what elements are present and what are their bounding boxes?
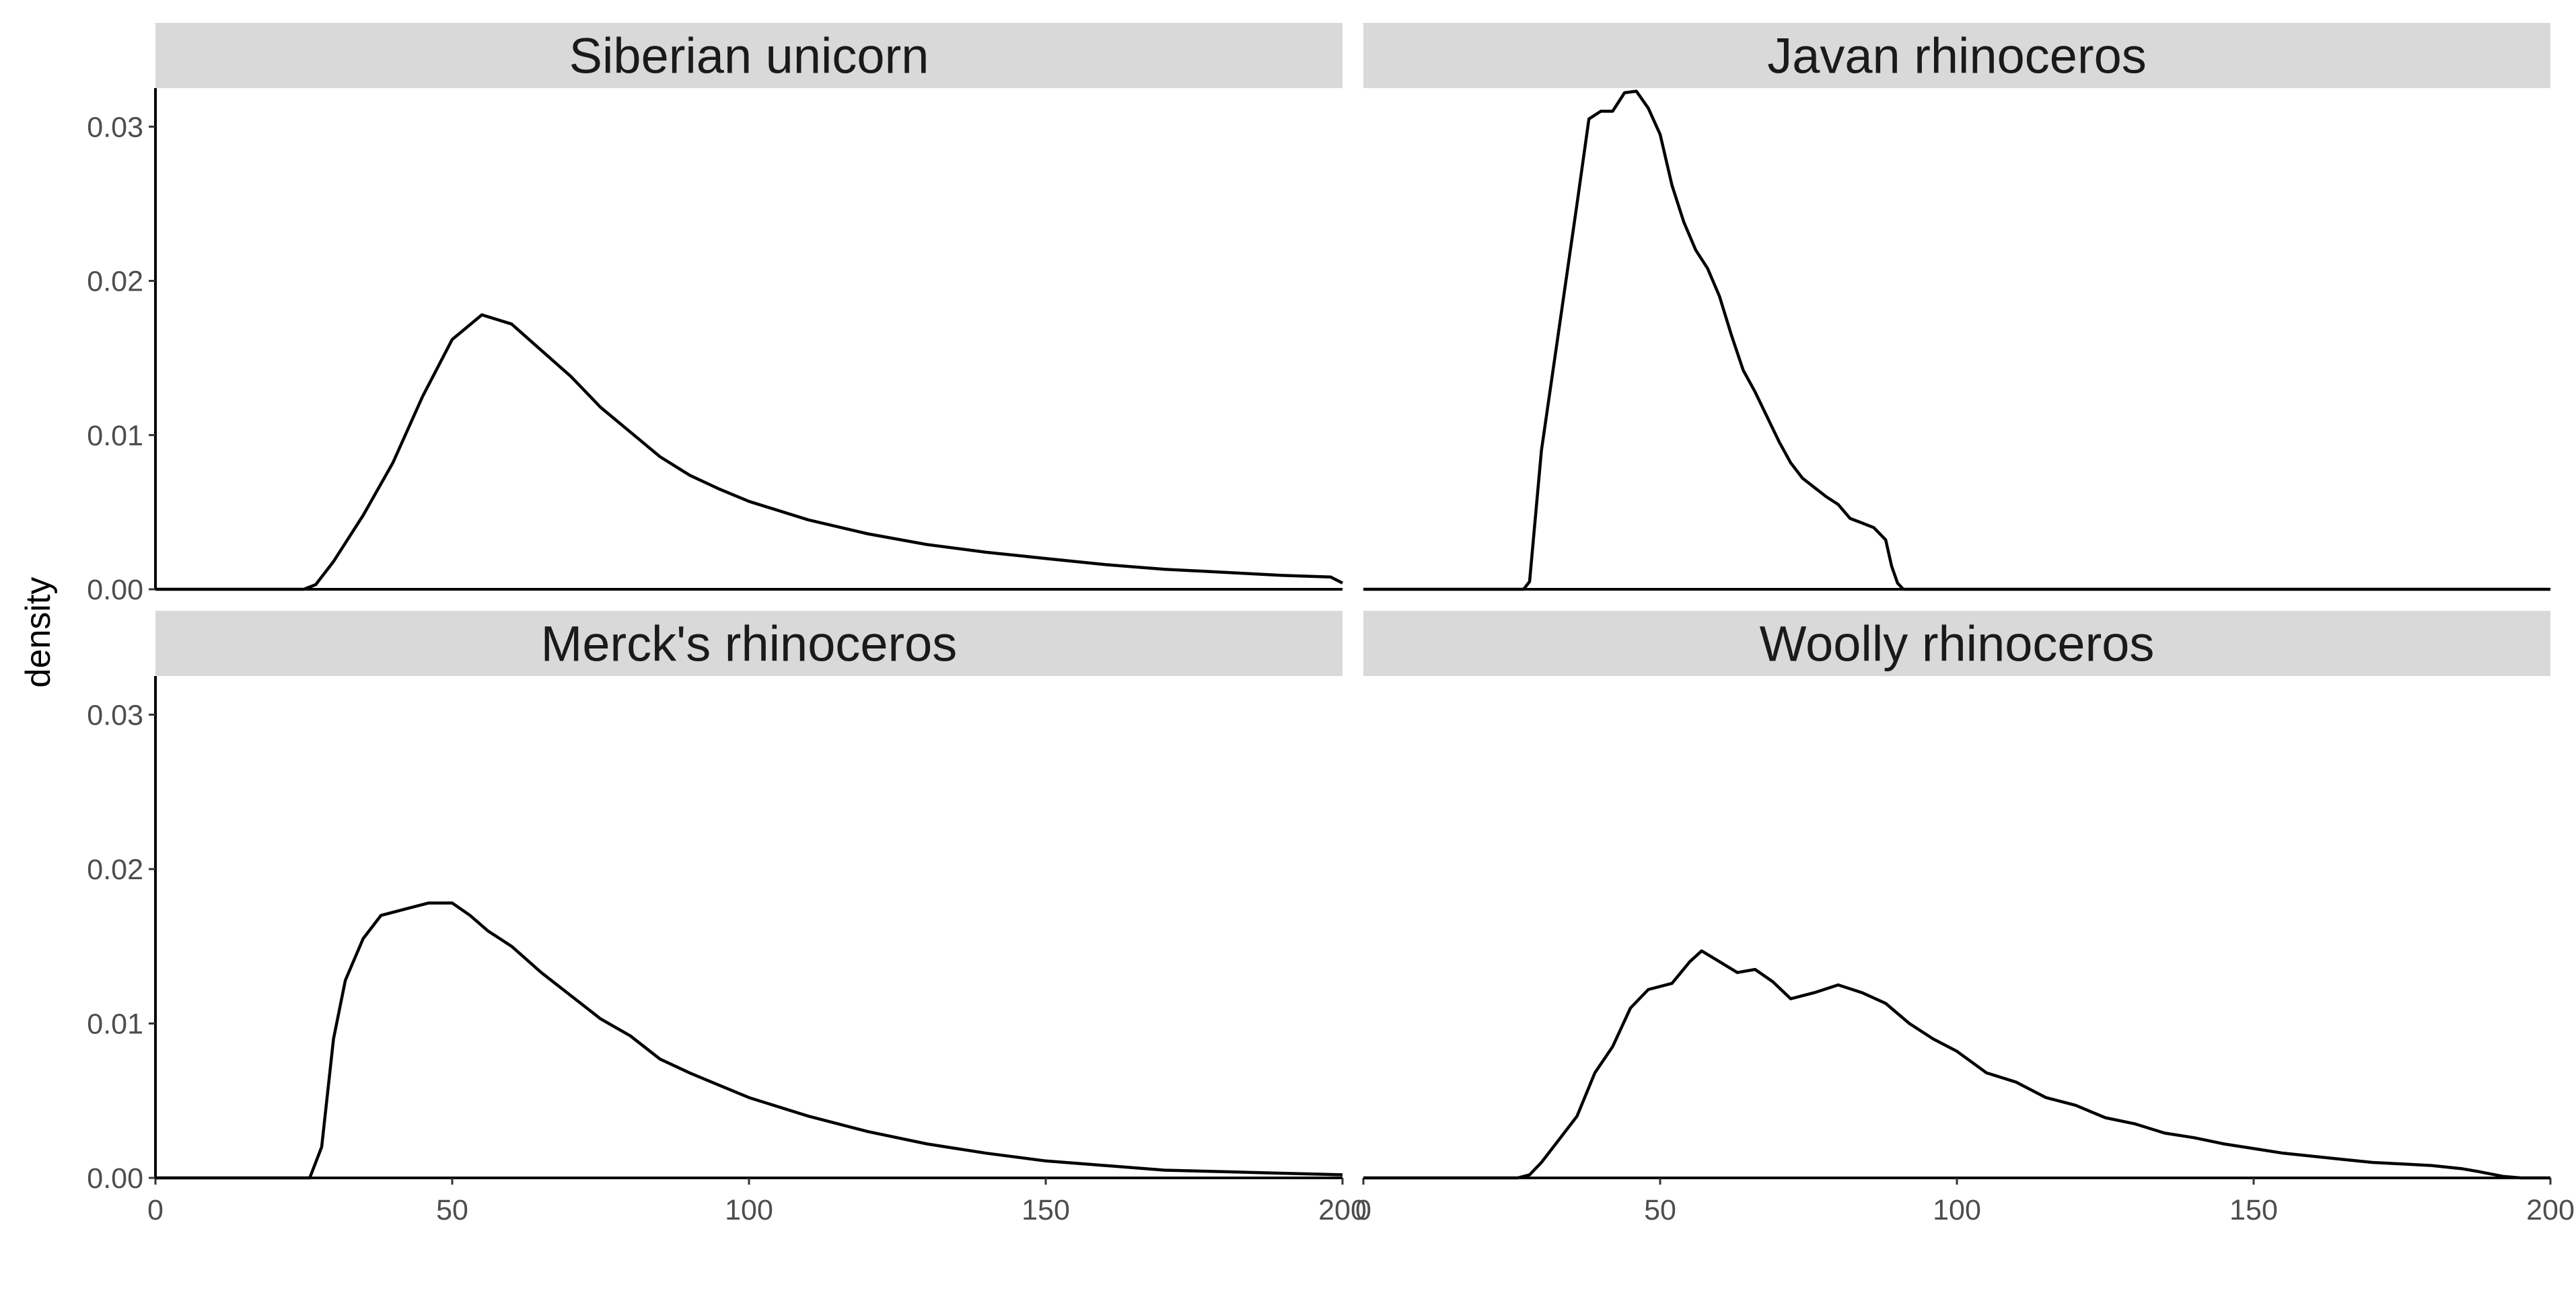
x-tick-label: 50 — [1644, 1194, 1676, 1226]
x-tick-label: 200 — [2526, 1194, 2575, 1226]
y-tick-label: 0.02 — [87, 266, 143, 298]
density-curve — [1363, 89, 2550, 591]
facet-panel-4: Woolly rhinoceros 0 50 100 150 200 — [1355, 611, 2575, 1226]
x-tick-label: 0 — [147, 1194, 164, 1226]
y-axis-title: density — [19, 577, 58, 688]
facets-layer: Siberian unicorn 0.00 0.01 0.02 0.03 Javan rh… — [87, 23, 2575, 1226]
facet-title: Siberian unicorn — [569, 28, 929, 84]
facet-panel-3: Merck's rhinoceros 0.00 0.01 0.02 0.03 0 50 100… — [87, 611, 1367, 1226]
facet-title: Woolly rhinoceros — [1760, 616, 2155, 672]
facet-title: Merck's rhinoceros — [541, 616, 958, 672]
facet-panel-2: Javan rhinoceros — [1363, 23, 2550, 591]
x-tick-label: 150 — [1022, 1194, 1070, 1226]
y-tick-label: 0.01 — [87, 420, 143, 452]
x-tick-label: 150 — [2229, 1194, 2278, 1226]
facet-title: Javan rhinoceros — [1767, 28, 2147, 84]
x-tick-label: 100 — [1933, 1194, 1981, 1226]
y-tick-label: 0.00 — [87, 1162, 143, 1195]
facet-panel-1: Siberian unicorn 0.00 0.01 0.02 0.03 — [87, 23, 1344, 606]
y-tick-label: 0.00 — [87, 574, 143, 606]
y-tick-label: 0.01 — [87, 1008, 143, 1040]
x-tick-label: 50 — [436, 1194, 468, 1226]
facet-strip — [155, 611, 1343, 676]
x-tick-label: 100 — [725, 1194, 773, 1226]
facet-strip — [155, 23, 1343, 88]
facet-strip — [1363, 611, 2550, 676]
density-curve — [155, 313, 1344, 591]
x-tick-label: 200 — [1318, 1194, 1367, 1226]
y-tick-label: 0.02 — [87, 854, 143, 886]
x-tick-label: 0 — [1355, 1194, 1371, 1226]
density-curve — [155, 901, 1343, 1180]
density-curve — [1363, 949, 2550, 1180]
y-tick-label: 0.03 — [87, 699, 143, 731]
facet-strip — [1363, 23, 2550, 88]
y-tick-label: 0.03 — [87, 111, 143, 143]
